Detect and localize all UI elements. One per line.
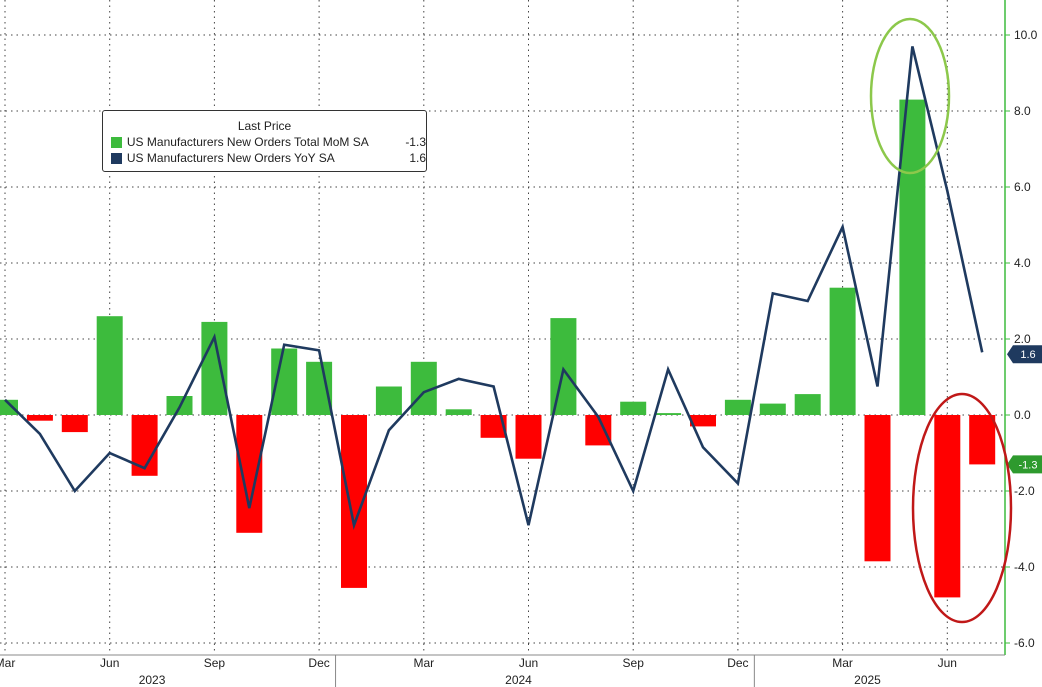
year-label: 2024 bbox=[505, 673, 532, 687]
y-tick-label: 0.0 bbox=[1014, 408, 1031, 422]
mom-bar bbox=[61, 415, 88, 433]
legend-value-yoy: 1.6 bbox=[409, 151, 426, 165]
mom-bar bbox=[620, 401, 647, 415]
x-tick-label: Sep bbox=[623, 656, 645, 670]
legend-entry-yoy: US Manufacturers New Orders YoY SA 1.6 bbox=[103, 150, 426, 166]
last-value-label: -1.3 bbox=[1019, 459, 1038, 471]
annotations bbox=[869, 17, 1013, 624]
legend-title: Last Price bbox=[237, 119, 292, 133]
x-tick-label: Mar bbox=[413, 656, 434, 670]
y-tick-label: 6.0 bbox=[1014, 180, 1031, 194]
mom-bar bbox=[445, 409, 472, 415]
last-value-label: 1.6 bbox=[1020, 349, 1035, 361]
green-highlight-ellipse bbox=[869, 17, 951, 175]
x-tick-label: Dec bbox=[727, 656, 748, 670]
mom-bar bbox=[759, 403, 786, 415]
y-tick-label: -4.0 bbox=[1014, 560, 1035, 574]
y-tick-label: -6.0 bbox=[1014, 636, 1035, 650]
y-tick-label: 4.0 bbox=[1014, 256, 1031, 270]
mom-bar bbox=[585, 415, 612, 446]
bars-series bbox=[0, 99, 996, 598]
yoy-line bbox=[4, 46, 984, 530]
mom-bar bbox=[480, 415, 507, 438]
last-value-badge bbox=[1007, 345, 1042, 364]
year-label: 2025 bbox=[854, 673, 881, 687]
x-tick-label: Mar bbox=[832, 656, 853, 670]
x-tick-label: Dec bbox=[308, 656, 329, 670]
mom-bar bbox=[829, 287, 856, 415]
year-label: 2023 bbox=[139, 673, 166, 687]
legend: Last Price US Manufacturers New Orders T… bbox=[102, 110, 427, 172]
mom-bar bbox=[375, 386, 402, 415]
mom-bar bbox=[934, 415, 961, 598]
legend-swatch-yoy bbox=[111, 152, 122, 164]
y-tick-label: -2.0 bbox=[1014, 484, 1035, 498]
mom-bar bbox=[794, 394, 821, 415]
mom-bar bbox=[515, 415, 542, 459]
mom-bar bbox=[899, 99, 926, 415]
mom-bar bbox=[0, 399, 18, 415]
x-tick-label: Mar bbox=[0, 656, 15, 670]
mom-bar bbox=[306, 361, 333, 415]
mom-bar bbox=[969, 415, 996, 465]
mom-bar bbox=[236, 415, 263, 533]
legend-value-mom: -1.3 bbox=[405, 135, 426, 149]
legend-label-yoy: US Manufacturers New Orders YoY SA bbox=[126, 151, 335, 165]
legend-swatch-mom bbox=[111, 136, 122, 148]
mom-bar bbox=[864, 415, 891, 562]
x-tick-label: Jun bbox=[938, 656, 957, 670]
y-tick-label: 10.0 bbox=[1014, 28, 1038, 42]
legend-label-mom: US Manufacturers New Orders Total MoM SA bbox=[126, 135, 369, 149]
x-tick-label: Sep bbox=[204, 656, 226, 670]
mom-bar bbox=[690, 415, 716, 427]
mom-bar bbox=[26, 415, 53, 421]
y-tick-label: 2.0 bbox=[1014, 332, 1031, 346]
mom-bar bbox=[96, 316, 123, 415]
x-tick-label: Jun bbox=[100, 656, 119, 670]
mom-bar bbox=[724, 399, 751, 415]
legend-entry-mom: US Manufacturers New Orders Total MoM SA… bbox=[103, 134, 426, 150]
last-value-badge bbox=[1007, 455, 1042, 474]
mom-bar bbox=[655, 413, 682, 415]
mom-bar bbox=[550, 318, 577, 415]
red-highlight-ellipse bbox=[911, 392, 1013, 624]
x-tick-label: Jun bbox=[519, 656, 538, 670]
y-tick-label: 8.0 bbox=[1014, 104, 1031, 118]
yoy-line-series bbox=[4, 46, 984, 530]
